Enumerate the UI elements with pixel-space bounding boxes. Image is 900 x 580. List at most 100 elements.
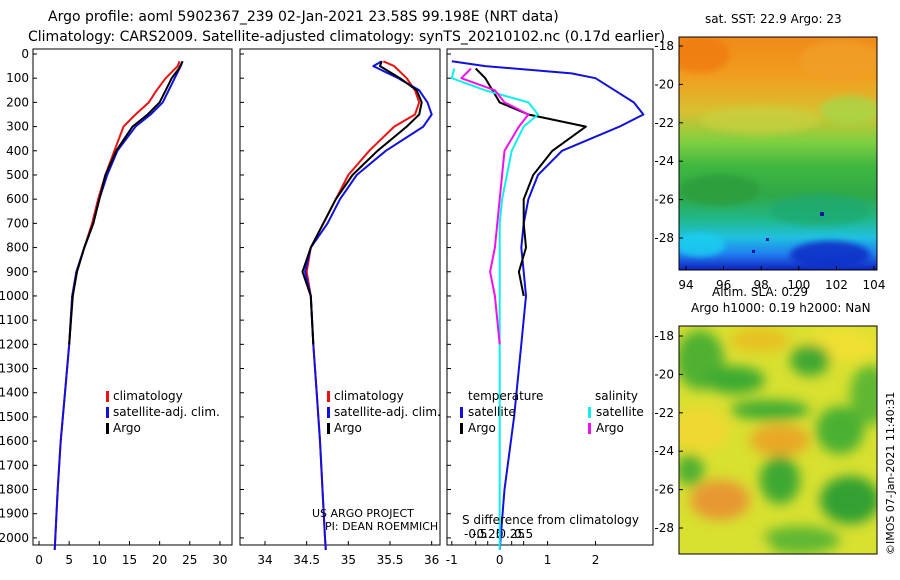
depth-tick-label: 600 <box>6 192 29 206</box>
legend-label-satellite: satellite-adj. clim. <box>113 405 220 419</box>
series-line <box>450 68 539 550</box>
sla-y-tick-label: -22 <box>654 406 674 420</box>
legend-swatch-climatology <box>106 391 109 402</box>
sst-y-tick-label: -22 <box>654 116 674 130</box>
project-credit: US ARGO PROJECT <box>312 507 414 520</box>
legend-swatch-argo <box>106 423 109 434</box>
x-tick-label: 15 <box>122 553 137 567</box>
sla-y-tick-label: -20 <box>654 367 674 381</box>
legend-panel3: temperature satellite Argo salinity sate… <box>460 389 644 435</box>
x-tick-label: -0.25 <box>472 527 503 541</box>
sst-map-ticks: 94 96 98 100 102 104 -18 -20 -22 -24 -26 -28 <box>654 39 885 292</box>
sla-map <box>679 326 877 554</box>
legend-title-salinity: salinity <box>595 389 638 403</box>
sst-x-tick-label: 94 <box>678 278 693 292</box>
series-line <box>460 67 530 345</box>
difference-panel <box>446 48 654 546</box>
depth-tick-label: 1800 <box>0 483 29 497</box>
x-tick-label: 10 <box>92 553 107 567</box>
legend-swatch-t-satellite <box>460 407 463 418</box>
legend-label-argo: Argo <box>113 421 141 435</box>
x-tick-label: 36 <box>424 553 439 567</box>
depth-tick-label: 900 <box>6 265 29 279</box>
sst-x-tick-label: 102 <box>825 278 848 292</box>
sst-y-tick-label: -26 <box>654 193 674 207</box>
x-tick-label: 34.5 <box>293 553 320 567</box>
depth-tick-label: 1000 <box>0 289 29 303</box>
depth-tick-label: 300 <box>6 120 29 134</box>
depth-tick-label: 1500 <box>0 410 29 424</box>
sst-map-title: sat. SST: 22.9 Argo: 23 <box>705 12 842 26</box>
depth-tick-label: 500 <box>6 168 29 182</box>
header-line1: Argo profile: aoml 5902367_239 02-Jan-20… <box>48 9 559 25</box>
x-tick-label: 30 <box>212 553 227 567</box>
depth-tick-label: 0 <box>21 47 29 61</box>
sst-y-tick-label: -18 <box>654 39 674 53</box>
series-line <box>474 67 587 297</box>
x-tick-label: 2 <box>592 553 600 567</box>
legend-swatch-t-argo <box>460 423 463 434</box>
salinity-panel <box>239 48 441 546</box>
sst-y-tick-label: -28 <box>654 231 674 245</box>
legend-label-argo: Argo <box>334 421 362 435</box>
depth-tick-label: 2000 <box>0 531 29 545</box>
difference-title: S difference from climatology <box>462 513 639 527</box>
legend-panel1: climatology satellite-adj. clim. Argo <box>106 389 220 435</box>
legend-swatch-satellite <box>106 407 109 418</box>
legend-panel2: climatology satellite-adj. clim. Argo <box>327 389 441 435</box>
sla-map-title2: Argo h1000: 0.19 h2000: NaN <box>691 301 871 315</box>
sla-y-tick-label: -28 <box>654 521 674 535</box>
depth-tick-label: 200 <box>6 95 29 109</box>
x-tick-label: 0.25 <box>498 527 525 541</box>
x-tick-label: 5 <box>65 553 73 567</box>
x-tick-label: 1 <box>544 553 552 567</box>
temperature-panel <box>32 48 233 546</box>
depth-tick-label: 1900 <box>0 507 29 521</box>
depth-tick-label: 1200 <box>0 337 29 351</box>
depth-tick-label: 400 <box>6 144 29 158</box>
x-tick-label: -1 <box>446 553 458 567</box>
x-tick-label: -0.5 <box>464 527 487 541</box>
legend-swatch-satellite <box>327 407 330 418</box>
x-tick-label: 25 <box>182 553 197 567</box>
series-line <box>301 60 423 345</box>
x-tick-label: 20 <box>152 553 167 567</box>
x-tick-label: 0 <box>496 553 504 567</box>
legend-label-t-argo: Argo <box>468 421 496 435</box>
sst-y-tick-label: -24 <box>654 154 674 168</box>
x-tick-label: 0 <box>35 553 43 567</box>
depth-tick-label: 1400 <box>0 386 29 400</box>
profile-lines <box>53 60 645 551</box>
legend-label-s-argo: Argo <box>596 421 624 435</box>
header-line2: Climatology: CARS2009. Satellite-adjuste… <box>28 29 665 45</box>
sla-map-ticks: -18 -20 -22 -24 -26 -28 <box>654 329 683 535</box>
x-tick-label: 34 <box>257 553 272 567</box>
legend-label-s-satellite: satellite <box>596 405 644 419</box>
x-tick-label: 0.5 <box>514 527 533 541</box>
sst-map <box>679 37 877 270</box>
sst-x-tick-label: 100 <box>787 278 810 292</box>
sla-y-tick-label: -24 <box>654 444 674 458</box>
x-tick-label: 35.5 <box>377 553 404 567</box>
legend-label-climatology: climatology <box>334 389 404 403</box>
x-tick-label: 35 <box>341 553 356 567</box>
imos-credit: ©IMOS 07-Jan-2021 11:40:31 <box>884 392 897 555</box>
depth-tick-label: 1300 <box>0 362 29 376</box>
sla-y-tick-label: -18 <box>654 329 674 343</box>
series-line <box>451 60 645 551</box>
legend-swatch-climatology <box>327 391 330 402</box>
depth-tick-label: 800 <box>6 241 29 255</box>
legend-label-satellite: satellite-adj. clim. <box>334 405 441 419</box>
sla-map-title1: Altim. SLA: 0.29 <box>712 285 808 299</box>
series-line <box>68 60 184 345</box>
sst-y-tick-label: -20 <box>654 77 674 91</box>
depth-tick-label: 700 <box>6 216 29 230</box>
sla-y-tick-label: -26 <box>654 483 674 497</box>
depth-tick-label: 100 <box>6 71 29 85</box>
legend-label-climatology: climatology <box>113 389 183 403</box>
sst-x-tick-label: 96 <box>716 278 731 292</box>
depth-tick-label: 1600 <box>0 434 29 448</box>
depth-tick-label: 1700 <box>0 458 29 472</box>
legend-swatch-argo <box>327 423 330 434</box>
axis-ticks: 0100200300400500600700800900100011001200… <box>0 47 599 567</box>
